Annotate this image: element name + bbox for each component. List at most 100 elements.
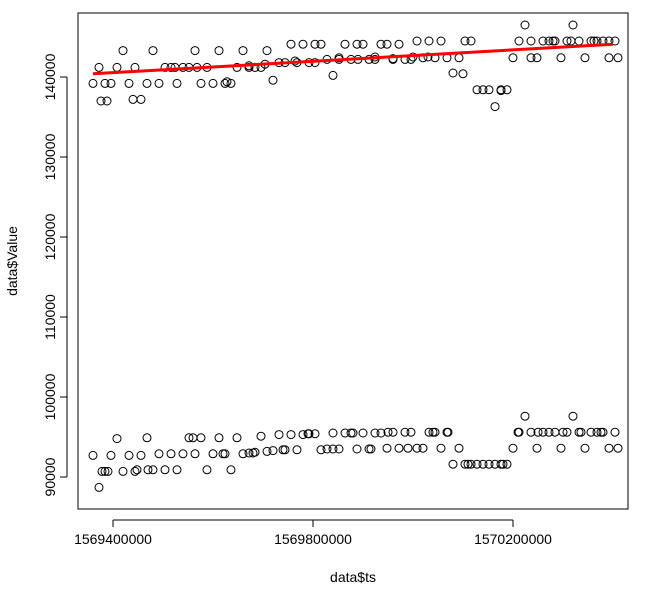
data-point [514,36,524,46]
y-tick-label: 120000 [42,213,58,260]
data-point [394,39,404,49]
data-point [423,52,433,62]
data-point [352,444,362,454]
data-point [316,445,326,455]
data-point [424,427,434,437]
data-point [513,427,523,437]
data-point [208,78,218,88]
plot-frame [77,12,629,510]
data-point [558,427,568,437]
data-point [226,465,236,475]
data-point [214,46,224,56]
data-point [322,444,332,454]
data-point [526,36,536,46]
data-point [190,449,200,459]
data-point [550,36,560,46]
data-point [613,53,623,63]
data-point [94,62,104,72]
data-point [478,85,488,95]
data-point [348,428,358,438]
data-point [458,69,468,79]
data-point [292,445,302,455]
data-point [592,427,602,437]
data-point [136,450,146,460]
data-point [334,53,344,63]
data-point [103,466,113,476]
data-point [460,36,470,46]
data-point [430,427,440,437]
data-point [604,53,614,63]
data-point [142,78,152,88]
data-point [412,443,422,453]
data-point [184,433,194,443]
data-point [298,430,308,440]
data-point [580,53,590,63]
data-point [328,428,338,438]
data-point [436,36,446,46]
data-point [526,427,536,437]
data-point [574,427,584,437]
x-tick-label: 1570200000 [474,531,552,547]
y-axis: 90000 100000 110000 120000 130000 140000 [42,53,68,496]
data-point [520,411,530,421]
data-point [132,465,142,475]
x-tick-label: 1569400000 [74,531,152,547]
data-point [256,431,266,441]
data-point [334,444,344,454]
data-point [268,446,278,456]
data-point [102,96,112,106]
data-point [454,443,464,453]
data-point [544,36,554,46]
data-point [568,20,578,30]
data-point [580,443,590,453]
data-point [124,450,134,460]
y-tick-label: 90000 [42,457,58,496]
data-point [472,459,482,469]
data-point [613,443,623,453]
data-point [148,46,158,56]
data-point [130,466,140,476]
data-point [466,459,476,469]
data-point [463,459,473,469]
x-axis: 1569400000 1569800000 1570200000 [74,519,552,547]
data-point [238,46,248,56]
data-point [278,445,288,455]
data-point [88,78,98,88]
data-point [358,428,368,438]
data-point [586,427,596,437]
data-point [610,427,620,437]
data-point [364,444,374,454]
data-point [106,450,116,460]
data-point [556,53,566,63]
data-point [222,77,232,87]
data-point [172,78,182,88]
y-axis-title: data$Value [4,226,20,296]
data-point [388,427,398,437]
data-point [448,459,458,469]
data-point [352,39,362,49]
data-point [382,443,392,453]
data-point [280,445,290,455]
data-point [604,443,614,453]
data-point [220,78,230,88]
data-point [298,39,308,49]
data-point [538,427,548,437]
data-point [556,443,566,453]
data-point [502,459,512,469]
data-point [533,427,543,437]
data-point [178,449,188,459]
y-tick-label: 140000 [42,53,58,100]
data-point [310,429,320,439]
data-point [508,443,518,453]
data-point [532,53,542,63]
data-point [466,36,476,46]
data-point [118,46,128,56]
data-point [248,448,258,458]
data-point [196,433,206,443]
data-point [274,430,284,440]
data-point [478,459,488,469]
data-point [166,449,176,459]
data-point [106,78,116,88]
data-point [418,443,428,453]
